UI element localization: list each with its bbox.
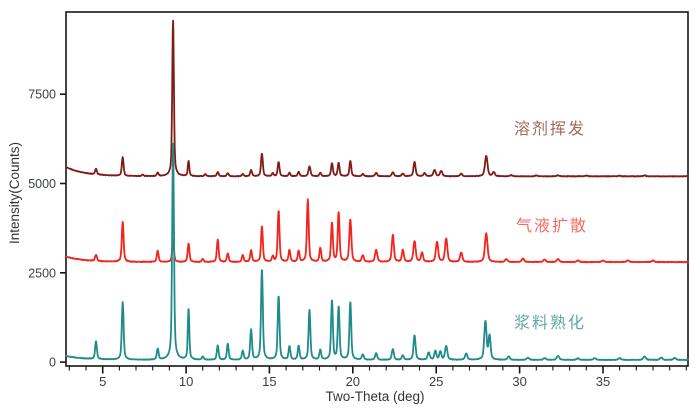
plot-frame bbox=[65, 11, 689, 367]
series-label-vapor-diffusion: 气液扩散 bbox=[516, 217, 588, 235]
x-tick-label: 30 bbox=[512, 374, 526, 389]
trace-slurry-aging bbox=[65, 142, 689, 362]
x-tick-label: 20 bbox=[346, 374, 360, 389]
y-tick-label: 2500 bbox=[28, 266, 56, 280]
y-tick-label: 0 bbox=[49, 356, 56, 370]
y-tick-label: 5000 bbox=[28, 177, 56, 191]
traces bbox=[65, 19, 689, 362]
trace-vapor-diffusion bbox=[65, 198, 689, 264]
series-label-slurry-aging: 浆料熟化 bbox=[514, 314, 586, 332]
series-label-solvent-evaporation: 溶剂挥发 bbox=[514, 120, 586, 138]
x-axis-title: Two-Theta (deg) bbox=[325, 389, 424, 404]
trace-solvent-evaporation bbox=[65, 19, 689, 178]
y-tick-label: 7500 bbox=[28, 88, 56, 102]
x-tick-label: 35 bbox=[596, 374, 610, 389]
x-tick-label: 25 bbox=[429, 374, 443, 389]
x-tick-label: 10 bbox=[179, 374, 193, 389]
x-tick-label: 5 bbox=[99, 374, 106, 389]
y-axis-title: Intensity(Counts) bbox=[7, 142, 22, 244]
x-tick-label: 15 bbox=[262, 374, 276, 389]
x-axis-ticks: 5 10 15 20 25 30 35 bbox=[68, 366, 687, 389]
y-axis-ticks: 0 2500 5000 7500 bbox=[28, 88, 66, 370]
